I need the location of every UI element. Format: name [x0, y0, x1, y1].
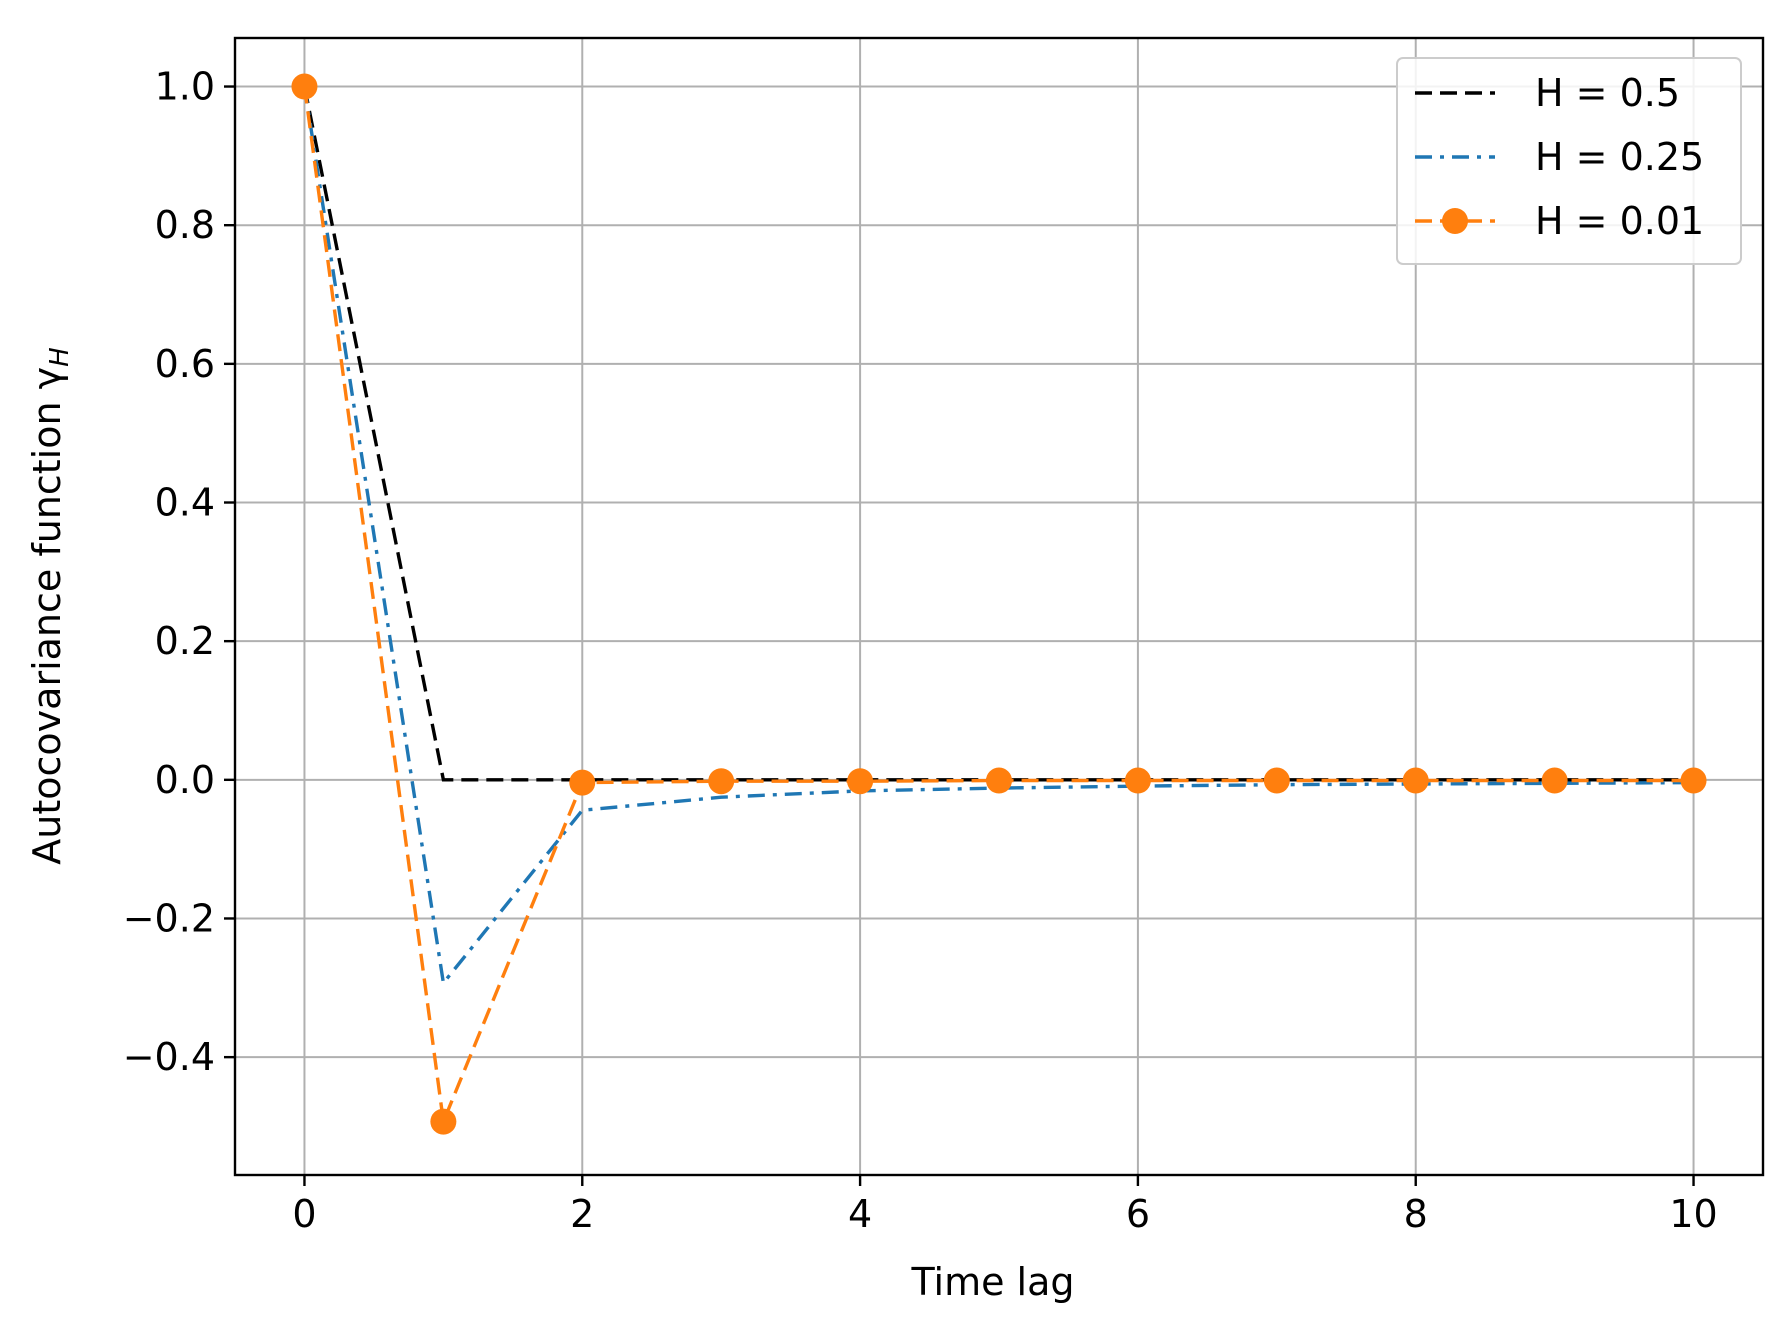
data-point	[430, 1108, 457, 1135]
y-axis-label-main: Autocovariance function γ	[25, 367, 69, 865]
series-1	[302, 86, 1694, 988]
data-point	[569, 769, 596, 796]
y-tick-label: 0.2	[155, 619, 215, 663]
data-point	[1263, 767, 1290, 794]
legend-label-2: H = 0.01	[1535, 199, 1704, 243]
x-tick-label: 4	[848, 1192, 872, 1236]
data-point	[986, 767, 1012, 794]
x-axis-label: Time lag	[910, 1260, 1074, 1304]
legend-label-0: H = 0.5	[1535, 71, 1680, 115]
y-tick-label: 0.0	[155, 758, 215, 802]
y-axis-label: Autocovariance function γH	[25, 347, 75, 864]
x-tick-label: 0	[292, 1192, 316, 1236]
data-point	[847, 768, 874, 795]
x-tick-label: 8	[1404, 1192, 1428, 1236]
y-tick-label: 0.8	[155, 203, 215, 247]
y-tick-label: 1.0	[155, 65, 215, 109]
data-point	[1680, 767, 1707, 794]
data-point	[1541, 767, 1568, 794]
legend: H = 0.5 H = 0.25 H = 0.01	[1396, 57, 1742, 265]
plot-frame	[233, 36, 1765, 1177]
x-tick-label: 6	[1126, 1192, 1150, 1236]
y-tick-label: −0.4	[123, 1035, 215, 1079]
y-tick-label: 0.6	[155, 342, 215, 386]
legend-marker-2	[1442, 208, 1468, 234]
data-point	[1124, 767, 1151, 794]
legend-box	[1396, 57, 1742, 265]
series-line	[302, 86, 1694, 988]
series-2	[291, 73, 1707, 1135]
y-axis-label-subscript: H	[45, 347, 75, 367]
series-layer	[291, 73, 1707, 1135]
data-point	[291, 73, 318, 100]
y-tick-label: −0.2	[123, 896, 215, 940]
data-point	[708, 768, 735, 795]
x-tick-label: 10	[1669, 1192, 1717, 1236]
x-tick-label: 2	[570, 1192, 594, 1236]
grid	[235, 38, 1763, 1175]
data-point	[1402, 767, 1429, 794]
ticks: 0 2 4 6 8 10 1.0 0.8 0.6 0.4 0.2 0.0 −0.2 −0.4	[123, 65, 1718, 1236]
y-tick-label: 0.4	[155, 481, 215, 525]
legend-label-1: H = 0.25	[1535, 135, 1704, 179]
